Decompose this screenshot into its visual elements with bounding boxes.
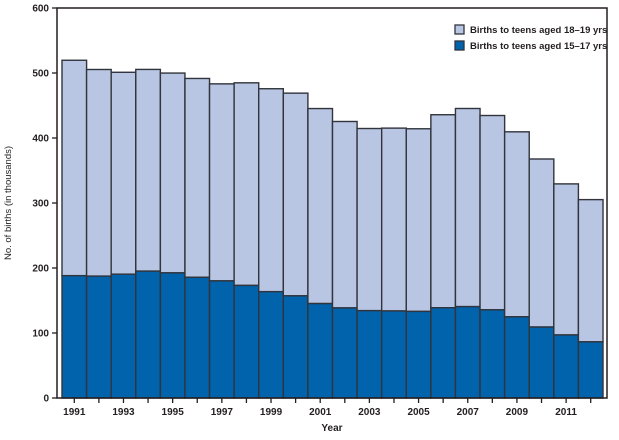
- legend-swatch-15-17: [454, 40, 465, 51]
- legend-swatch-18-19: [454, 24, 465, 35]
- bar-segment-15-17-1992: [85, 275, 112, 399]
- bar-segment-15-17-1997: [208, 280, 235, 399]
- y-tick-label-400: 400: [32, 134, 49, 145]
- bar-segment-15-17-2005: [405, 310, 432, 399]
- x-tick-label-2001: 2001: [309, 407, 332, 418]
- x-tick-label-1995: 1995: [162, 407, 185, 418]
- bar-segment-18-19-2000: [282, 92, 309, 297]
- bar-segment-15-17-1991: [61, 274, 88, 399]
- bar-segment-15-17-2011: [553, 334, 580, 399]
- bar-segment-18-19-2010: [528, 158, 555, 328]
- bar-segment-15-17-2008: [479, 309, 506, 399]
- bar-segment-18-19-1992: [85, 68, 112, 277]
- legend: Births to teens aged 18–19 yrs Births to…: [454, 24, 607, 52]
- bar-segment-18-19-2009: [503, 131, 530, 318]
- x-tick-label-2011: 2011: [555, 407, 577, 418]
- bar-segment-18-19-1995: [159, 72, 186, 274]
- bar-segment-15-17-2007: [454, 305, 481, 399]
- y-tick-label-500: 500: [32, 69, 49, 80]
- bar-segment-15-17-1999: [258, 290, 285, 399]
- legend-label-15-17: Births to teens aged 15–17 yrs: [470, 41, 607, 52]
- bar-segment-18-19-2004: [380, 127, 407, 312]
- bar-segment-18-19-2001: [307, 107, 334, 305]
- bar-segment-18-19-1999: [258, 88, 285, 293]
- y-tick-label-100: 100: [32, 329, 49, 340]
- y-tick-label-300: 300: [32, 199, 49, 210]
- bar-segment-18-19-1991: [61, 59, 88, 277]
- bar-segment-18-19-2003: [356, 127, 383, 312]
- bar-segment-18-19-2005: [405, 128, 432, 313]
- bar-segment-18-19-1996: [184, 77, 211, 278]
- x-tick-label-1997: 1997: [211, 407, 234, 418]
- bar-segment-15-17-1998: [233, 284, 260, 399]
- bar-segment-18-19-1998: [233, 82, 260, 287]
- bar-segment-15-17-2000: [282, 295, 309, 399]
- bar-segment-18-19-1994: [135, 68, 162, 272]
- x-tick-label-2009: 2009: [506, 407, 529, 418]
- bar-segment-18-19-1997: [208, 83, 235, 282]
- bar-segment-15-17-2004: [380, 310, 407, 399]
- bar-segment-15-17-2001: [307, 302, 334, 399]
- bar-segment-15-17-2002: [331, 307, 358, 399]
- y-tick-label-0: 0: [43, 394, 49, 405]
- y-tick-label-200: 200: [32, 264, 49, 275]
- bar-segment-15-17-2003: [356, 309, 383, 399]
- y-axis-title: No. of births (in thousands): [3, 146, 14, 260]
- x-tick-label-2005: 2005: [407, 407, 430, 418]
- x-tick-label-1999: 1999: [260, 407, 283, 418]
- bar-segment-15-17-1993: [110, 273, 137, 399]
- bar-segment-15-17-2006: [430, 307, 457, 399]
- y-tick-label-600: 600: [32, 4, 49, 15]
- x-tick-label-1991: 1991: [63, 407, 86, 418]
- bar-segment-15-17-2012: [577, 341, 604, 399]
- x-tick-label-2003: 2003: [358, 407, 381, 418]
- bar-segment-15-17-2009: [503, 316, 530, 399]
- x-axis-title: Year: [321, 423, 342, 434]
- bar-segment-15-17-1996: [184, 276, 211, 399]
- bar-segment-18-19-2012: [577, 198, 604, 343]
- bar-segment-18-19-1993: [110, 71, 137, 275]
- x-tick-label-1993: 1993: [112, 407, 135, 418]
- legend-label-18-19: Births to teens aged 18–19 yrs: [470, 25, 607, 36]
- bar-segment-18-19-2011: [553, 183, 580, 336]
- bar-segment-18-19-2002: [331, 120, 358, 309]
- bar-segment-15-17-1994: [135, 270, 162, 399]
- bar-segment-18-19-2006: [430, 114, 457, 309]
- x-tick-label-2007: 2007: [457, 407, 480, 418]
- bar-segment-18-19-2007: [454, 107, 481, 308]
- plot-area: 0 100 200 300 400 500 600 1991 1993 1995 1997 1999 2…: [32, 4, 608, 418]
- bar-segment-18-19-2008: [479, 114, 506, 311]
- bar-segment-15-17-2010: [528, 326, 555, 399]
- bar-segment-15-17-1995: [159, 272, 186, 399]
